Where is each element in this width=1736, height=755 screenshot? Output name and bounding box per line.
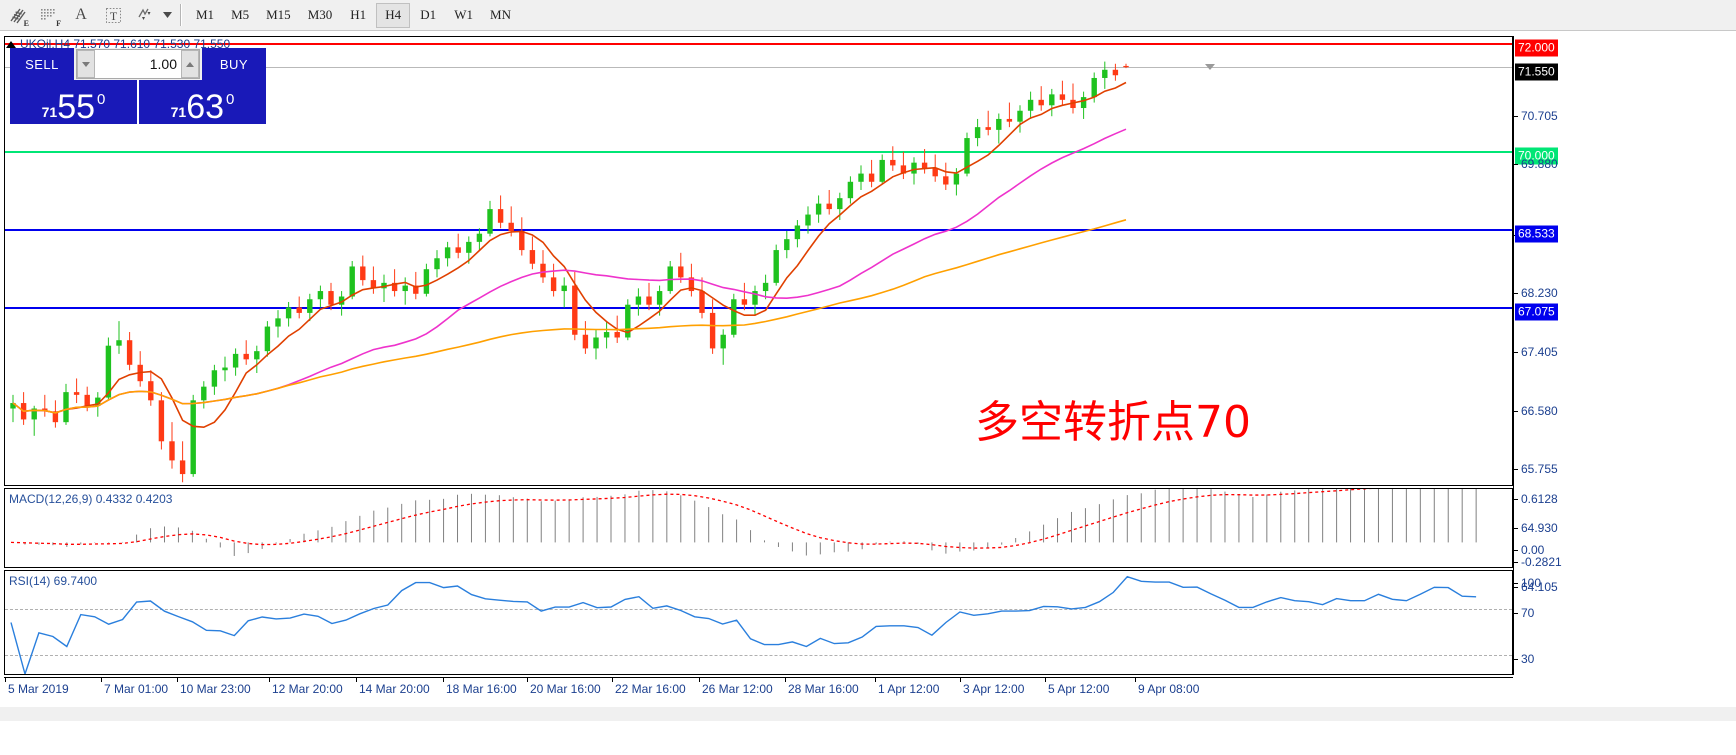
price-tag-last: 71.550 <box>1515 63 1558 81</box>
time-tick: 9 Apr 08:00 <box>1134 678 1200 696</box>
buy-price-fraction: 0 <box>226 91 235 108</box>
sell-price-quote[interactable]: 71 55 0 <box>10 80 137 124</box>
chart-top-caret-icon[interactable] <box>1205 64 1215 70</box>
buy-price-pips: 63 <box>186 88 225 124</box>
volume-increment-icon[interactable] <box>181 50 199 78</box>
sell-price-prefix: 71 <box>41 104 58 120</box>
rsi-label: RSI(14) 69.7400 <box>9 574 98 588</box>
macd-series <box>10 489 1477 556</box>
rsi-level-70-line <box>5 609 1512 610</box>
price-tick-hidden: 69.880 <box>1514 157 1558 171</box>
macd-tick: 0.6128 <box>1514 492 1558 506</box>
buy-button[interactable]: BUY <box>202 48 266 80</box>
macd-tick: 0.00 <box>1514 543 1544 557</box>
horizontal-scrollbar[interactable] <box>0 707 1736 721</box>
candlestick-series <box>10 61 1129 483</box>
timeframe-m15[interactable]: M15 <box>266 7 291 22</box>
text-box-icon[interactable]: T <box>98 1 128 29</box>
rsi-tick: 100 <box>1514 576 1541 590</box>
chart-area[interactable]: UKOil,H4 71.570 71.610 71.530 71.550 MAC… <box>0 31 1736 755</box>
objects-dropdown-caret-icon[interactable] <box>160 1 174 29</box>
price-tag-support-2: 67.075 <box>1515 303 1558 321</box>
price-tick: 64.105 <box>1514 580 1558 594</box>
buy-price-quote[interactable]: 71 63 0 <box>139 80 266 124</box>
sell-price-fraction: 0 <box>97 91 106 108</box>
volume-stepper[interactable]: 1.00 <box>76 49 200 79</box>
price-tag-resistance: 72.000 <box>1515 39 1558 57</box>
svg-text:T: T <box>109 9 117 23</box>
main-toolbar: E F A T <box>0 0 1736 31</box>
rsi-tick: 30 <box>1514 652 1534 666</box>
price-tick: 67.405 <box>1514 345 1558 359</box>
timeframe-m1[interactable]: M1 <box>196 7 215 22</box>
expert-advisors-icon[interactable]: E <box>2 1 32 29</box>
rsi-pane[interactable]: RSI(14) 69.7400 <box>4 570 1513 675</box>
price-tag-pivot: 70.000 <box>1515 147 1558 165</box>
rsi-tick: 70 <box>1514 606 1534 620</box>
buy-price-prefix: 71 <box>170 104 187 120</box>
time-tick: 22 Mar 16:00 <box>612 678 686 696</box>
expert-advisors-icon-sublabel: E <box>23 19 29 28</box>
price-line-67075[interactable] <box>5 307 1512 309</box>
indicators-grid-icon[interactable]: F <box>34 1 64 29</box>
time-tick: 5 Apr 12:00 <box>1044 678 1110 696</box>
sell-button[interactable]: SELL <box>10 48 74 80</box>
timeframe-w1[interactable]: W1 <box>454 7 474 22</box>
price-tag-support-1: 68.533 <box>1515 225 1558 243</box>
volume-input[interactable]: 1.00 <box>95 50 181 78</box>
timeframe-h4[interactable]: H4 <box>376 2 411 28</box>
price-line-71550 <box>5 67 1512 68</box>
time-axis[interactable]: 5 Mar 2019 7 Mar 01:00 10 Mar 23:00 12 M… <box>4 677 1513 707</box>
time-tick: 7 Mar 01:00 <box>100 678 169 696</box>
time-tick: 3 Apr 12:00 <box>959 678 1025 696</box>
macd-pane[interactable]: MACD(12,26,9) 0.4332 0.4203 <box>4 488 1513 568</box>
collapse-triangle-icon[interactable] <box>6 40 16 48</box>
time-tick: 14 Mar 20:00 <box>356 678 430 696</box>
chart-annotation-text[interactable]: 多空转折点70 <box>975 397 1251 448</box>
price-tick: 70.705 <box>1514 109 1558 123</box>
timeframe-m30[interactable]: M30 <box>307 7 333 22</box>
time-tick: 28 Mar 16:00 <box>785 678 859 696</box>
one-click-trading-panel[interactable]: SELL 1.00 BUY 71 55 0 71 63 0 <box>10 48 266 124</box>
rsi-series <box>10 575 1477 674</box>
trade-panel-top-row: SELL 1.00 BUY <box>10 48 266 80</box>
symbol-header: UKOil,H4 71.570 71.610 71.530 71.550 <box>6 37 230 51</box>
trade-panel-quotes: 71 55 0 71 63 0 <box>10 80 266 124</box>
text-label-icon-glyph: A <box>75 6 87 23</box>
rsi-level-30-line <box>5 655 1512 656</box>
price-tick: 66.580 <box>1514 404 1558 418</box>
price-tick: 68.230 <box>1514 286 1558 300</box>
indicators-grid-icon-sublabel: F <box>56 19 61 28</box>
time-tick: 26 Mar 12:00 <box>699 678 773 696</box>
price-axis[interactable]: 70.705 69.055 68.230 67.405 66.580 65.75… <box>1513 36 1732 675</box>
macd-label: MACD(12,26,9) 0.4332 0.4203 <box>9 492 173 506</box>
price-line-70000[interactable] <box>5 151 1512 153</box>
toolbar-separator <box>180 4 182 26</box>
timeframe-m5[interactable]: M5 <box>231 7 250 22</box>
time-tick: 5 Mar 2019 <box>5 678 69 696</box>
time-tick: 18 Mar 16:00 <box>443 678 517 696</box>
timeframe-mn[interactable]: MN <box>490 7 511 22</box>
price-pane[interactable] <box>4 36 1513 486</box>
price-tick: 65.755 <box>1514 462 1558 476</box>
time-tick: 1 Apr 12:00 <box>874 678 940 696</box>
macd-tick: -0.2821 <box>1514 555 1562 569</box>
text-label-icon[interactable]: A <box>66 1 96 29</box>
price-tick: 64.930 <box>1514 521 1558 535</box>
time-tick: 20 Mar 16:00 <box>527 678 601 696</box>
timeframe-h1[interactable]: H1 <box>350 7 367 22</box>
time-tick: 10 Mar 23:00 <box>177 678 251 696</box>
symbol-ohlc-text: UKOil,H4 71.570 71.610 71.530 71.550 <box>20 37 231 51</box>
objects-icon[interactable] <box>130 1 160 29</box>
time-tick: 12 Mar 20:00 <box>269 678 343 696</box>
price-line-72000[interactable] <box>5 43 1512 45</box>
timeframe-d1[interactable]: D1 <box>420 7 437 22</box>
sell-price-pips: 55 <box>57 88 96 124</box>
volume-decrement-icon[interactable] <box>77 50 95 78</box>
price-line-68533[interactable] <box>5 229 1512 231</box>
